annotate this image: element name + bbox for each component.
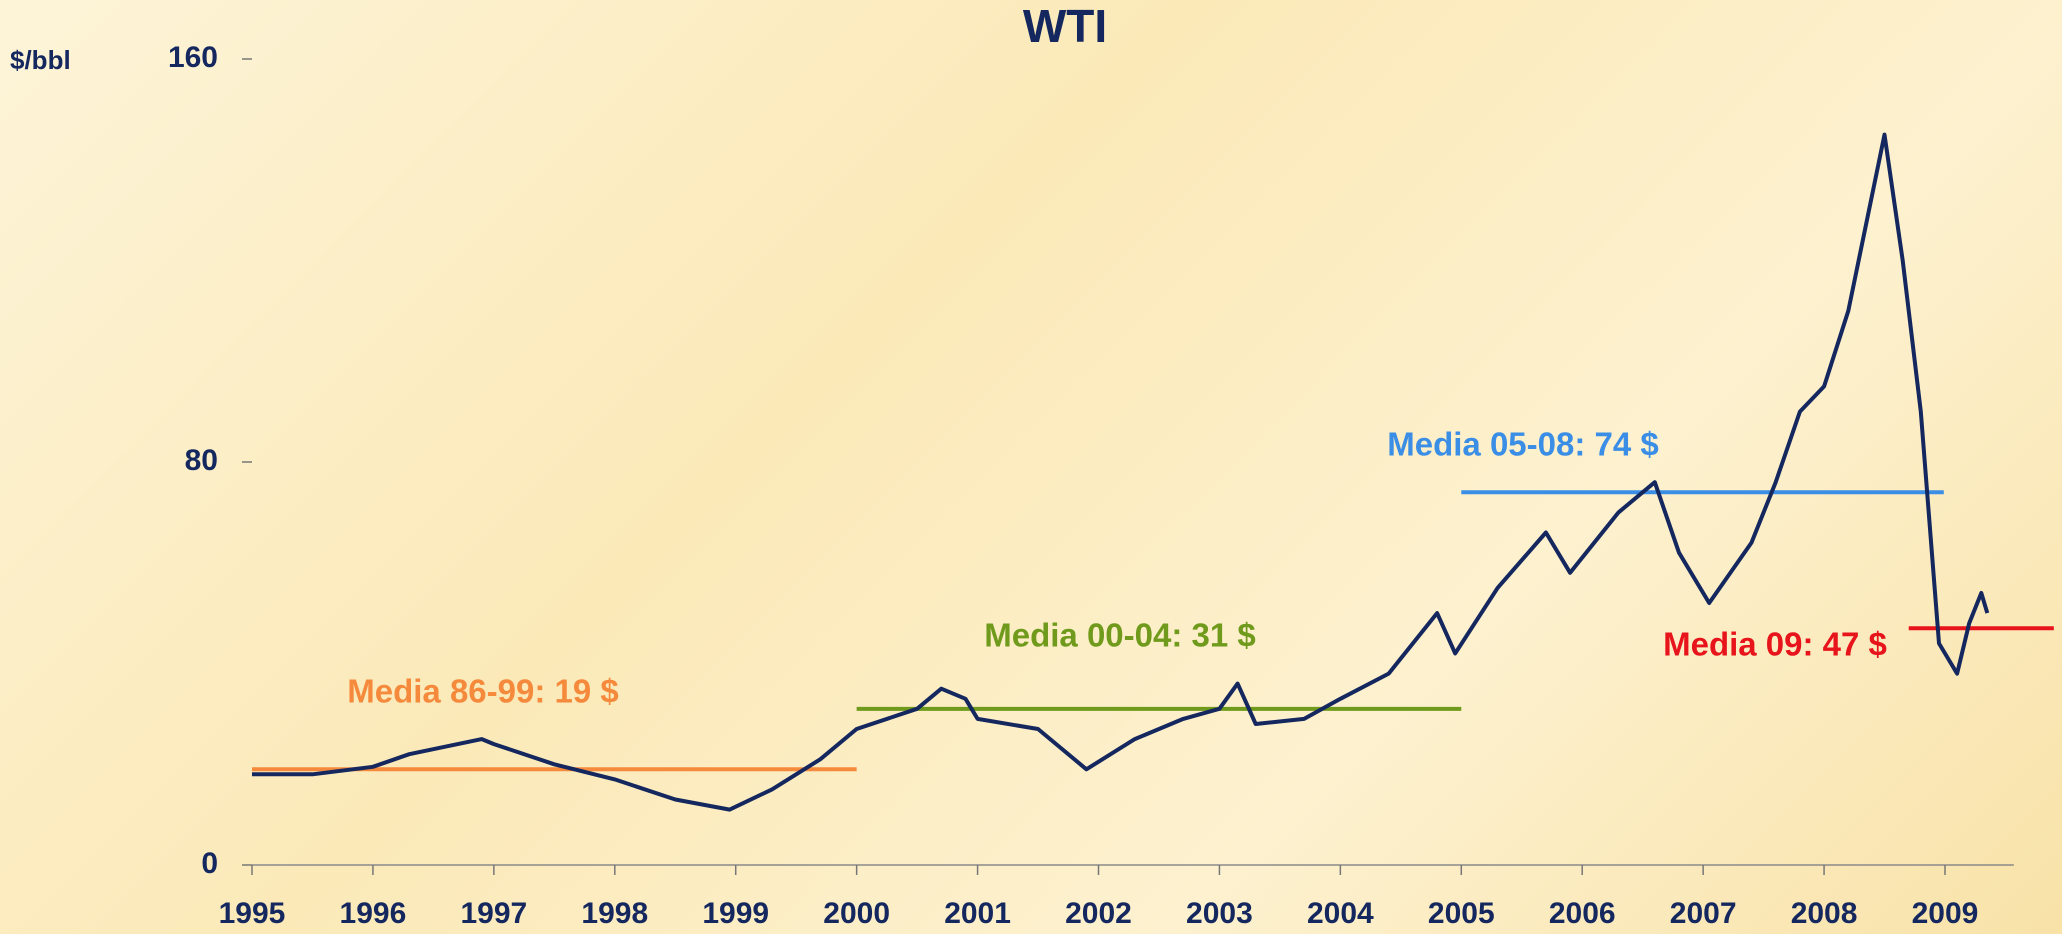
average-label: Media 05-08: 74 $ bbox=[1387, 426, 1658, 463]
price-line bbox=[252, 132, 1990, 812]
x-tick-label: 2009 bbox=[1912, 897, 1979, 930]
x-tick-label: 1996 bbox=[340, 897, 407, 930]
x-tick-label: 2002 bbox=[1065, 897, 1132, 930]
x-tick-label: 2007 bbox=[1670, 897, 1737, 930]
x-tick-label: 1998 bbox=[581, 897, 648, 930]
x-tick-label: 2005 bbox=[1428, 897, 1495, 930]
x-tick-label: 1995 bbox=[219, 897, 286, 930]
x-tick-label: 2004 bbox=[1307, 897, 1374, 930]
x-tick-label: 1997 bbox=[460, 897, 527, 930]
x-tick-label: 2000 bbox=[823, 897, 890, 930]
x-tick-label: 1999 bbox=[702, 897, 769, 930]
x-tick-label: 2006 bbox=[1549, 897, 1616, 930]
average-label: Media 00-04: 31 $ bbox=[984, 617, 1255, 654]
x-tick-label: 2003 bbox=[1186, 897, 1253, 930]
y-axis-label: $/bbl bbox=[10, 45, 71, 75]
average-label: Media 86-99: 19 $ bbox=[347, 673, 618, 710]
x-tick-label: 2001 bbox=[944, 897, 1011, 930]
chart-title: WTI bbox=[1023, 0, 1107, 52]
x-tick-label: 2008 bbox=[1791, 897, 1858, 930]
average-label: Media 09: 47 $ bbox=[1663, 626, 1887, 663]
y-tick-label: 0 bbox=[201, 847, 218, 880]
y-tick-label: 80 bbox=[185, 444, 218, 477]
y-tick-label: 160 bbox=[168, 41, 218, 74]
